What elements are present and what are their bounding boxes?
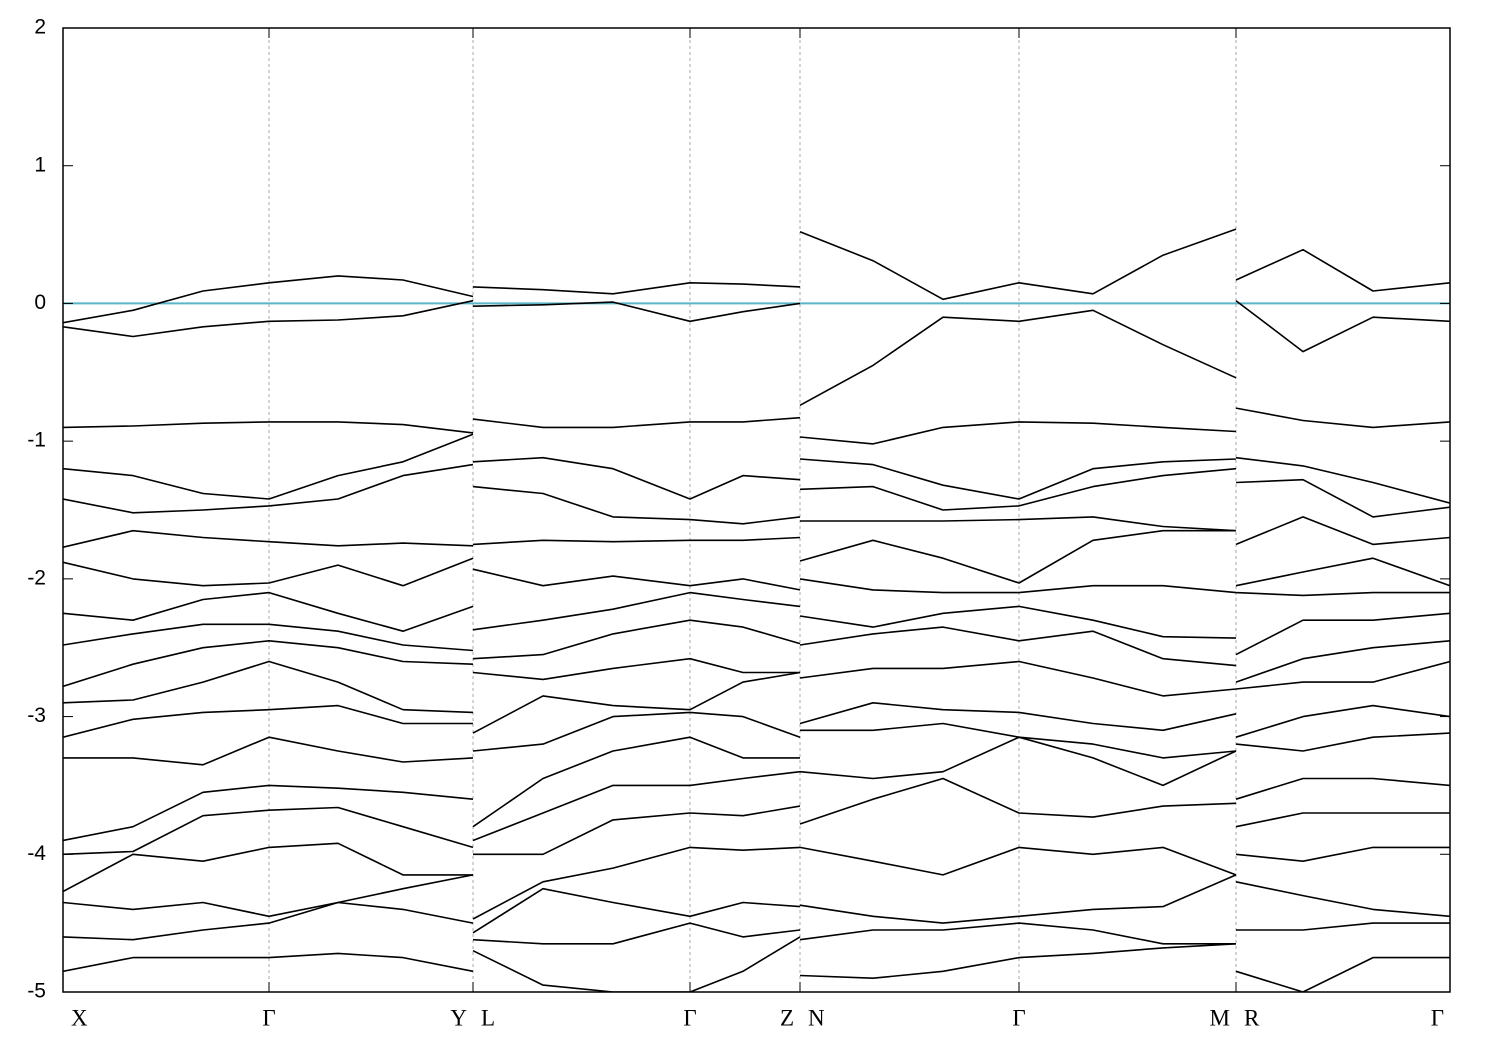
band-line: [63, 777, 1450, 856]
x-tick-label: R: [1244, 1005, 1260, 1030]
y-tick-label: -3: [27, 704, 46, 727]
x-tick-label: N: [808, 1005, 825, 1030]
x-tick-label: Γ: [683, 1005, 696, 1030]
band-line: [63, 299, 1450, 407]
band-line: [63, 736, 1450, 842]
y-tick-label: -5: [27, 980, 46, 1003]
label-layer: -5 -4 -3 -2 -1 0 1 2 X Γ Y L Γ Z N Γ M R Γ: [27, 16, 1451, 1030]
band-line: [63, 660, 1450, 734]
y-tick-label: 0: [34, 291, 46, 314]
band-line: [63, 463, 1450, 525]
x-tick-label: Γ: [1012, 1005, 1025, 1030]
band-line: [63, 529, 1450, 591]
band-line: [63, 936, 1450, 992]
plot-frame: [62, 27, 1451, 993]
band-layer: [63, 228, 1450, 992]
y-tick-label: 1: [34, 153, 46, 176]
band-line: [63, 874, 1450, 945]
x-tick-label: X: [71, 1005, 88, 1030]
band-line: [63, 702, 1450, 752]
band-line: [63, 228, 1450, 324]
y-tick-label: -1: [27, 429, 46, 452]
y-tick-label: -2: [27, 566, 46, 589]
grid-layer: [268, 28, 1237, 992]
band-line: [63, 626, 1450, 688]
band-line: [63, 722, 1450, 828]
y-tick-label: -4: [27, 842, 46, 865]
band-line: [63, 578, 1450, 632]
band-line: [63, 842, 1450, 920]
band-line: [63, 407, 1450, 445]
band-line: [63, 874, 1450, 934]
x-tick-label: Z: [780, 1005, 794, 1030]
x-tick-label: M: [1210, 1005, 1230, 1030]
band-line: [63, 516, 1450, 548]
x-tick-label: Γ: [262, 1005, 275, 1030]
x-tick-label: Γ: [1431, 1005, 1444, 1030]
x-tick-label: L: [481, 1005, 495, 1030]
band-line: [63, 605, 1450, 660]
x-tick-label: Y: [450, 1005, 467, 1030]
band-line: [63, 433, 1450, 504]
y-tick-label: 2: [34, 16, 46, 39]
